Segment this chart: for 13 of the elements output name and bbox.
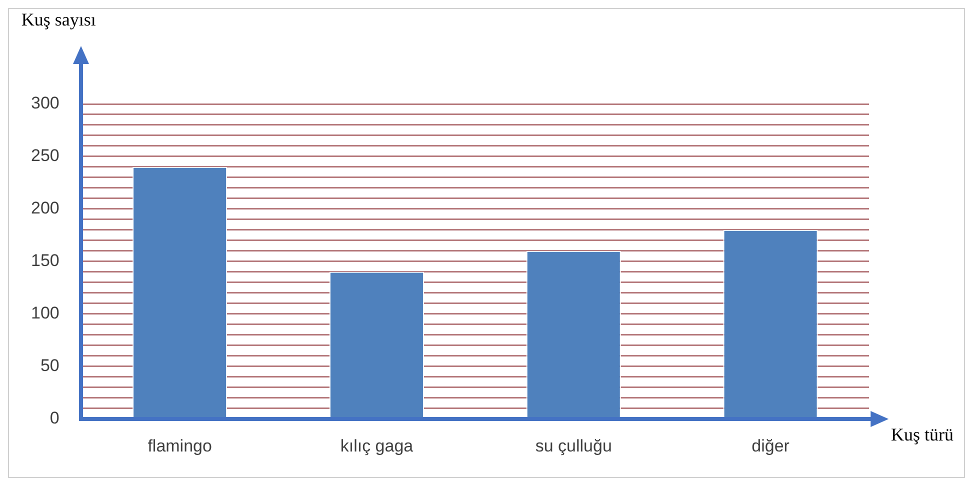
y-tick-label: 150 bbox=[30, 250, 60, 270]
y-tick-label: 200 bbox=[30, 198, 60, 218]
y-tick-label: 100 bbox=[30, 303, 60, 322]
x-tick-label: diğer bbox=[752, 436, 790, 456]
y-tick-label: 250 bbox=[30, 146, 60, 166]
x-tick-label: kılıç gaga bbox=[340, 436, 414, 456]
y-tick-label: 50 bbox=[40, 356, 60, 375]
x-tick-label: su çulluğu bbox=[535, 436, 612, 456]
y-axis-title: Kuş sayısı bbox=[21, 10, 96, 30]
y-tick-label: 0 bbox=[50, 408, 60, 428]
x-tick-label: flamingo bbox=[148, 436, 212, 456]
y-tick-label: 300 bbox=[30, 94, 60, 113]
x-axis-title: Kuş türü bbox=[891, 424, 954, 444]
